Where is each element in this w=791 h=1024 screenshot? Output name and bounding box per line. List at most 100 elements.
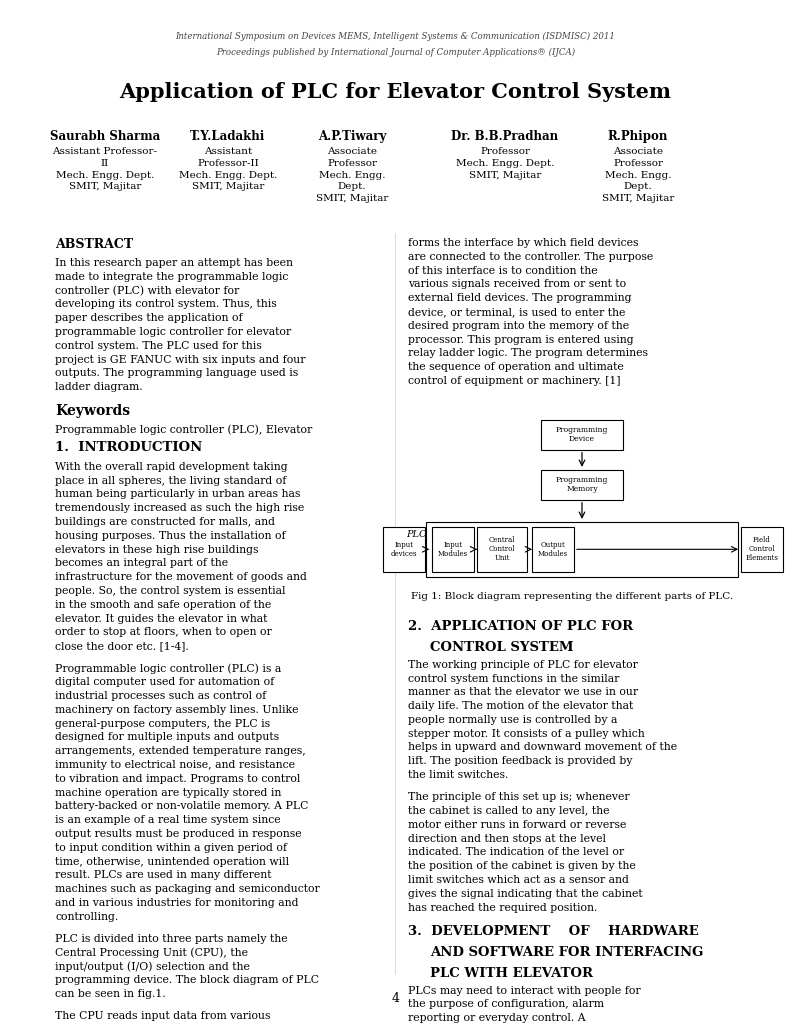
Text: output results must be produced in response: output results must be produced in respo… — [55, 828, 301, 839]
Bar — [426, 522, 738, 577]
FancyBboxPatch shape — [383, 526, 425, 571]
Text: CONTROL SYSTEM: CONTROL SYSTEM — [430, 641, 573, 653]
Text: machinery on factory assembly lines. Unlike: machinery on factory assembly lines. Unl… — [55, 705, 298, 715]
Text: T.Y.Ladakhi: T.Y.Ladakhi — [191, 130, 266, 143]
Text: ABSTRACT: ABSTRACT — [55, 238, 133, 251]
Text: Application of PLC for Elevator Control System: Application of PLC for Elevator Control … — [119, 82, 672, 102]
Text: elevator. It guides the elevator in what: elevator. It guides the elevator in what — [55, 613, 267, 624]
Text: programming device. The block diagram of PLC: programming device. The block diagram of… — [55, 975, 319, 985]
Text: time, otherwise, unintended operation will: time, otherwise, unintended operation wi… — [55, 856, 290, 866]
Text: The CPU reads input data from various: The CPU reads input data from various — [55, 1011, 271, 1021]
Text: Dr. B.B.Pradhan: Dr. B.B.Pradhan — [452, 130, 558, 143]
Text: buildings are constructed for malls, and: buildings are constructed for malls, and — [55, 517, 275, 527]
Text: processor. This program is entered using: processor. This program is entered using — [408, 335, 634, 345]
Text: to vibration and impact. Programs to control: to vibration and impact. Programs to con… — [55, 774, 301, 783]
Text: direction and then stops at the level: direction and then stops at the level — [408, 834, 606, 844]
Text: International Symposium on Devices MEMS, Intelligent Systems & Communication (IS: International Symposium on Devices MEMS,… — [176, 32, 615, 41]
Text: 1.  INTRODUCTION: 1. INTRODUCTION — [55, 441, 202, 454]
Text: programmable logic controller for elevator: programmable logic controller for elevat… — [55, 327, 291, 337]
Text: helps in upward and downward movement of the: helps in upward and downward movement of… — [408, 742, 677, 753]
Text: arrangements, extended temperature ranges,: arrangements, extended temperature range… — [55, 746, 306, 756]
Text: Assistant Professor-
II
Mech. Engg. Dept.
SMIT, Majitar: Assistant Professor- II Mech. Engg. Dept… — [52, 147, 157, 191]
Text: external field devices. The programming: external field devices. The programming — [408, 293, 631, 303]
Text: Input
devices: Input devices — [391, 541, 417, 558]
Text: PLC: PLC — [406, 529, 426, 539]
Text: The working principle of PLC for elevator: The working principle of PLC for elevato… — [408, 659, 638, 670]
Text: designed for multiple inputs and outputs: designed for multiple inputs and outputs — [55, 732, 279, 742]
Text: gives the signal indicating that the cabinet: gives the signal indicating that the cab… — [408, 889, 642, 899]
FancyBboxPatch shape — [432, 526, 474, 571]
Text: place in all spheres, the living standard of: place in all spheres, the living standar… — [55, 475, 286, 485]
Text: housing purposes. Thus the installation of: housing purposes. Thus the installation … — [55, 530, 286, 541]
Text: In this research paper an attempt has been: In this research paper an attempt has be… — [55, 258, 293, 268]
Text: and in various industries for monitoring and: and in various industries for monitoring… — [55, 898, 298, 908]
FancyBboxPatch shape — [541, 420, 623, 450]
Text: order to stop at floors, when to open or: order to stop at floors, when to open or — [55, 628, 272, 637]
Text: R.Phipon: R.Phipon — [607, 130, 668, 143]
FancyBboxPatch shape — [541, 470, 623, 500]
Text: human being particularly in urban areas has: human being particularly in urban areas … — [55, 489, 301, 500]
Text: becomes an integral part of the: becomes an integral part of the — [55, 558, 228, 568]
Text: 4: 4 — [392, 992, 399, 1006]
Text: Programming
Memory: Programming Memory — [556, 476, 608, 494]
Text: The principle of this set up is; whenever: The principle of this set up is; wheneve… — [408, 793, 630, 802]
Text: indicated. The indication of the level or: indicated. The indication of the level o… — [408, 848, 624, 857]
Text: Professor
Mech. Engg. Dept.
SMIT, Majitar: Professor Mech. Engg. Dept. SMIT, Majita… — [456, 147, 554, 179]
Text: tremendously increased as such the high rise: tremendously increased as such the high … — [55, 503, 305, 513]
Text: reporting or everyday control. A: reporting or everyday control. A — [408, 1013, 585, 1023]
Text: Proceedings published by International Journal of Computer Applications® (IJCA): Proceedings published by International J… — [216, 48, 575, 57]
FancyBboxPatch shape — [741, 526, 783, 571]
Text: 3.  DEVELOPMENT    OF    HARDWARE: 3. DEVELOPMENT OF HARDWARE — [408, 925, 698, 938]
Text: people normally use is controlled by a: people normally use is controlled by a — [408, 715, 617, 725]
Text: With the overall rapid development taking: With the overall rapid development takin… — [55, 462, 288, 472]
Text: relay ladder logic. The program determines: relay ladder logic. The program determin… — [408, 348, 648, 358]
Text: project is GE FANUC with six inputs and four: project is GE FANUC with six inputs and … — [55, 354, 305, 365]
Text: Output
Modules: Output Modules — [538, 541, 568, 558]
Text: controller (PLC) with elevator for: controller (PLC) with elevator for — [55, 286, 239, 296]
Text: Input
Modules: Input Modules — [438, 541, 468, 558]
Text: forms the interface by which field devices: forms the interface by which field devic… — [408, 238, 638, 248]
Text: PLC WITH ELEVATOR: PLC WITH ELEVATOR — [430, 967, 593, 980]
Text: Programming
Device: Programming Device — [556, 426, 608, 443]
Text: Saurabh Sharma: Saurabh Sharma — [50, 130, 160, 143]
FancyBboxPatch shape — [532, 526, 574, 571]
Text: lift. The position feedback is provided by: lift. The position feedback is provided … — [408, 757, 633, 766]
Text: digital computer used for automation of: digital computer used for automation of — [55, 677, 274, 687]
Text: machines such as packaging and semiconductor: machines such as packaging and semicondu… — [55, 884, 320, 894]
Text: daily life. The motion of the elevator that: daily life. The motion of the elevator t… — [408, 701, 634, 711]
Text: Assistant
Professor-II
Mech. Engg. Dept.
SMIT, Majitar: Assistant Professor-II Mech. Engg. Dept.… — [179, 147, 277, 191]
Text: Programmable logic controller (PLC) is a: Programmable logic controller (PLC) is a — [55, 664, 282, 674]
Text: Associate
Professor
Mech. Engg.
Dept.
SMIT, Majitar: Associate Professor Mech. Engg. Dept. SM… — [316, 147, 388, 203]
Text: outputs. The programming language used is: outputs. The programming language used i… — [55, 369, 298, 379]
Text: PLC is divided into three parts namely the: PLC is divided into three parts namely t… — [55, 934, 288, 944]
Text: A.P.Tiwary: A.P.Tiwary — [318, 130, 386, 143]
Text: the cabinet is called to any level, the: the cabinet is called to any level, the — [408, 806, 610, 816]
Text: Field
Control
Elements: Field Control Elements — [746, 537, 778, 562]
Text: are connected to the controller. The purpose: are connected to the controller. The pur… — [408, 252, 653, 262]
Text: elevators in these high rise buildings: elevators in these high rise buildings — [55, 545, 259, 555]
Text: of this interface is to condition the: of this interface is to condition the — [408, 265, 598, 275]
Text: PLCs may need to interact with people for: PLCs may need to interact with people fo… — [408, 985, 641, 995]
Text: people. So, the control system is essential: people. So, the control system is essent… — [55, 586, 286, 596]
Text: the sequence of operation and ultimate: the sequence of operation and ultimate — [408, 362, 624, 372]
Text: various signals received from or sent to: various signals received from or sent to — [408, 280, 626, 290]
Text: close the door etc. [1-4].: close the door etc. [1-4]. — [55, 641, 189, 651]
Text: manner as that the elevator we use in our: manner as that the elevator we use in ou… — [408, 687, 638, 697]
Text: controlling.: controlling. — [55, 911, 118, 922]
Text: is an example of a real time system since: is an example of a real time system sinc… — [55, 815, 281, 825]
Text: machine operation are typically stored in: machine operation are typically stored i… — [55, 787, 282, 798]
Text: limit switches which act as a sensor and: limit switches which act as a sensor and — [408, 874, 629, 885]
Text: to input condition within a given period of: to input condition within a given period… — [55, 843, 287, 853]
Text: AND SOFTWARE FOR INTERFACING: AND SOFTWARE FOR INTERFACING — [430, 945, 703, 958]
Text: desired program into the memory of the: desired program into the memory of the — [408, 321, 629, 331]
Text: Central
Control
Unit: Central Control Unit — [489, 537, 515, 562]
Text: has reached the required position.: has reached the required position. — [408, 902, 597, 912]
Text: 2.  APPLICATION OF PLC FOR: 2. APPLICATION OF PLC FOR — [408, 620, 633, 633]
Text: infrastructure for the movement of goods and: infrastructure for the movement of goods… — [55, 572, 307, 583]
Text: result. PLCs are used in many different: result. PLCs are used in many different — [55, 870, 271, 881]
Text: input/output (I/O) selection and the: input/output (I/O) selection and the — [55, 962, 250, 972]
Text: control system functions in the similar: control system functions in the similar — [408, 674, 619, 683]
Text: stepper motor. It consists of a pulley which: stepper motor. It consists of a pulley w… — [408, 729, 645, 738]
Text: immunity to electrical noise, and resistance: immunity to electrical noise, and resist… — [55, 760, 295, 770]
Text: general-purpose computers, the PLC is: general-purpose computers, the PLC is — [55, 719, 270, 728]
